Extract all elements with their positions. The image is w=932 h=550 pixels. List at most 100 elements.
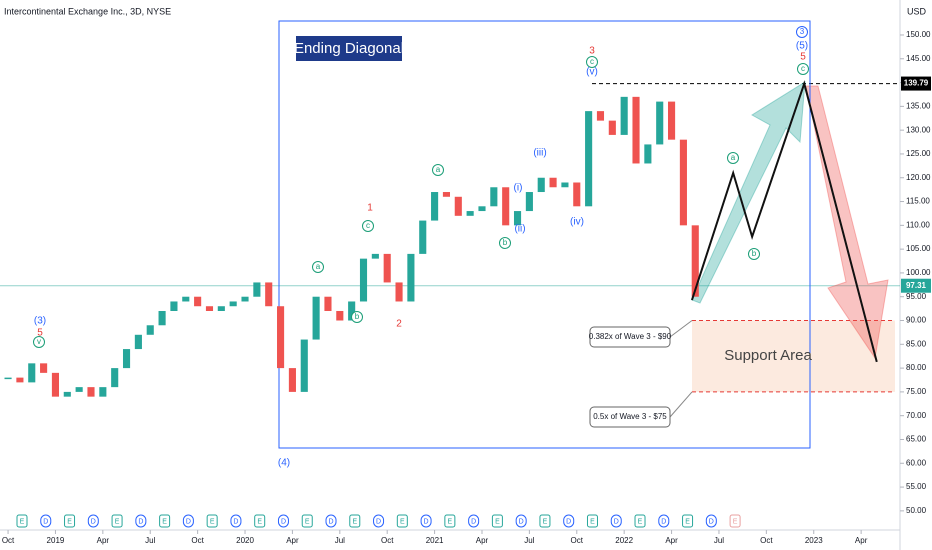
- wave-label: 2: [396, 319, 402, 330]
- event-label: E: [257, 518, 262, 525]
- wave-label: (i): [514, 183, 523, 194]
- event-label: D: [614, 518, 619, 525]
- event-icon: [563, 514, 575, 528]
- wave-label: 3: [800, 27, 805, 36]
- candle: [656, 101, 664, 145]
- event-icon: [64, 514, 76, 528]
- event-icon: [420, 514, 432, 528]
- x-tick-label: Oct: [2, 536, 15, 545]
- wave-circle: [586, 56, 598, 68]
- wave-label: b: [752, 249, 757, 258]
- y-tick-label: 110.00: [906, 220, 930, 229]
- event-icon: [182, 514, 194, 528]
- candle: [419, 220, 427, 254]
- candle: [573, 182, 581, 207]
- event-label: E: [115, 518, 120, 525]
- candle: [4, 377, 12, 380]
- candle: [75, 387, 83, 392]
- y-tick-label: 150.00: [906, 30, 931, 39]
- projection-path: [690, 80, 878, 363]
- event-label: D: [471, 518, 476, 525]
- event-icon: [586, 514, 598, 528]
- event-label: E: [352, 518, 357, 525]
- event-label: E: [448, 518, 453, 525]
- x-tick-label: Apr: [286, 536, 299, 545]
- y-tick-label: 65.00: [906, 435, 927, 444]
- wave-label: 1: [367, 203, 373, 214]
- x-tick-label: 2023: [805, 536, 823, 545]
- candle: [691, 225, 699, 297]
- candle: [644, 144, 652, 164]
- candle: [134, 334, 142, 350]
- event-label: D: [661, 518, 666, 525]
- candle: [170, 301, 178, 311]
- y-tick-label: 145.00: [906, 54, 931, 63]
- event-icon: [16, 514, 28, 528]
- y-tick-label: 75.00: [906, 387, 927, 396]
- candle: [158, 310, 166, 326]
- event-icon: [159, 514, 171, 528]
- x-tick-label: Oct: [760, 536, 773, 545]
- candle: [87, 387, 95, 397]
- event-icon: [373, 514, 385, 528]
- wave-circle: [351, 311, 363, 323]
- event-icon: [87, 514, 99, 528]
- fib-connector: [669, 320, 693, 338]
- wave-label: (v): [586, 67, 598, 78]
- event-icon: [349, 514, 361, 528]
- candle: [182, 296, 190, 302]
- candle: [288, 368, 296, 392]
- wave-circle: [748, 248, 760, 260]
- candle: [525, 192, 533, 212]
- support-label: Support Area: [724, 347, 812, 364]
- candle: [371, 253, 379, 259]
- price-badge: [901, 278, 931, 293]
- candle: [466, 211, 474, 216]
- candle: [585, 111, 593, 207]
- event-label: E: [590, 518, 595, 525]
- event-icon: [301, 514, 313, 528]
- wave-label: a: [316, 262, 321, 271]
- candle: [454, 196, 462, 216]
- event-label: E: [685, 518, 690, 525]
- candle: [241, 296, 249, 302]
- x-tick-label: Oct: [571, 536, 584, 545]
- fib-label-box: [589, 406, 671, 428]
- y-tick-label: 130.00: [906, 125, 931, 134]
- fib-label: 0.382x of Wave 3 - $90: [589, 332, 672, 341]
- wave-circle: [432, 164, 444, 176]
- wave-label: (ii): [514, 224, 525, 235]
- pattern-label-box: [296, 36, 402, 61]
- wave-label: (5): [796, 41, 808, 52]
- event-icon: [40, 514, 52, 528]
- candle: [229, 301, 237, 307]
- event-label: D: [328, 518, 333, 525]
- event-label: D: [138, 518, 143, 525]
- y-tick-label: 70.00: [906, 411, 927, 420]
- event-icon: [468, 514, 480, 528]
- event-label: D: [566, 518, 571, 525]
- x-tick-label: Oct: [191, 536, 204, 545]
- wave-circle: [362, 220, 374, 232]
- candle: [478, 206, 486, 212]
- event-icon: [539, 514, 551, 528]
- event-label: E: [67, 518, 72, 525]
- candle: [312, 296, 320, 340]
- candle: [217, 306, 225, 311]
- event-icon: [206, 514, 218, 528]
- wave-label: c: [801, 64, 805, 73]
- candle: [336, 310, 344, 321]
- event-icon: [254, 514, 266, 528]
- x-tick-label: Apr: [665, 536, 678, 545]
- wave-circle: [33, 336, 45, 348]
- y-tick-label: 125.00: [906, 149, 931, 158]
- y-tick-label: 50.00: [906, 506, 927, 515]
- candle: [407, 253, 415, 302]
- wave-label: 3: [589, 46, 595, 57]
- candle: [632, 96, 640, 164]
- wave-label: a: [436, 165, 441, 174]
- event-label: D: [709, 518, 714, 525]
- wave-circle: [797, 63, 809, 75]
- projection-arrow-down: [805, 85, 889, 360]
